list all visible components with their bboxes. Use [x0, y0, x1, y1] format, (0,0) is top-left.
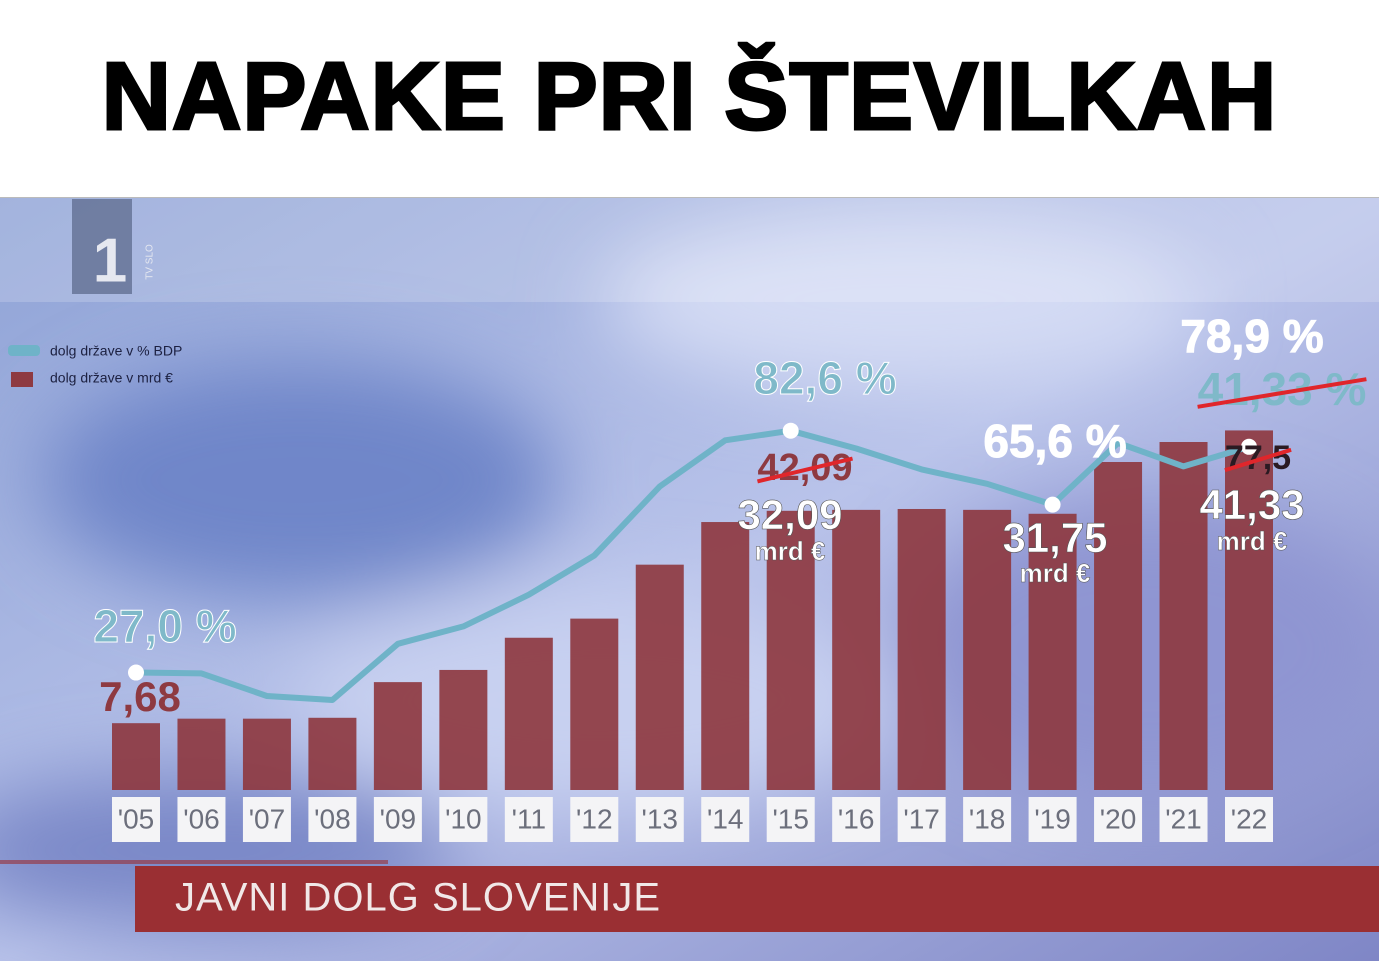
unit-label: mrd €: [1217, 526, 1288, 556]
channel-logo: 1: [93, 226, 127, 295]
x-tick-box: [504, 797, 553, 842]
x-tick-box: [308, 797, 357, 842]
percent-label: 82,6 %: [753, 352, 896, 404]
x-tick-box: [570, 797, 619, 842]
strike: [1224, 447, 1292, 473]
x-tick-label: '22: [1231, 803, 1268, 834]
unit-label: mrd €: [1020, 558, 1091, 588]
x-tick-box: [635, 797, 684, 842]
bar: [177, 718, 226, 790]
legend: dolg države v % BDP dolg države v mrd €: [8, 343, 182, 387]
x-tick-box: [439, 797, 488, 842]
value-label: 31,75: [1002, 514, 1107, 561]
legend-label: dolg države v mrd €: [50, 370, 173, 386]
bar: [701, 522, 750, 790]
x-tick-label: '08: [314, 803, 351, 834]
x-tick-label: '19: [1034, 803, 1071, 834]
x-tick-label: '14: [707, 803, 744, 834]
point: [128, 664, 144, 681]
x-tick-label: '12: [576, 803, 613, 834]
strike: [1197, 377, 1367, 409]
value-label: 32,09: [737, 491, 842, 538]
point: [1044, 496, 1061, 513]
point: [782, 422, 799, 439]
x-tick-label: '11: [512, 803, 546, 834]
x-tick-label: '05: [118, 803, 155, 834]
x-tick-box: [1159, 797, 1208, 842]
bar: [1028, 513, 1077, 790]
x-tick-box: [177, 797, 226, 842]
x-tick-label: '15: [772, 803, 809, 834]
x-tick-label: '16: [838, 803, 875, 834]
percent-label: 78,9 %: [1180, 310, 1323, 362]
value-label: 41,33: [1199, 481, 1304, 528]
bar: [1094, 462, 1143, 790]
percent-label: 65,6 %: [983, 415, 1126, 467]
bar: [570, 618, 619, 790]
x-tick-box: [832, 797, 881, 842]
banner-title: JAVNI DOLG SLOVENIJE: [175, 876, 661, 920]
line: [135, 427, 1250, 703]
x-tick-box: [963, 797, 1012, 842]
channel-name: TV SLO: [145, 244, 156, 280]
bar: [832, 509, 881, 790]
x-tick-box: [701, 797, 750, 842]
x-tick-label: '07: [249, 803, 286, 834]
point: [1241, 438, 1257, 455]
headline: NAPAKE PRI ŠTEVILKAH: [100, 42, 1278, 152]
percent-label: 27,0 %: [93, 600, 236, 652]
bar: [963, 509, 1012, 790]
legend-swatch: [8, 345, 40, 356]
x-tick-box: [112, 797, 160, 842]
x-tick-box: [242, 797, 291, 842]
bar: [242, 718, 291, 790]
x-tick-box: [1094, 797, 1143, 842]
struck-label: 41,33 %: [1198, 363, 1367, 415]
header: NAPAKE PRI ŠTEVILKAH: [0, 0, 1379, 198]
bar: [308, 717, 357, 790]
bar: [897, 508, 946, 790]
x-tick-label: '17: [903, 803, 940, 834]
x-tick-label: '10: [445, 803, 482, 834]
x-tick-label: '20: [1100, 803, 1137, 834]
bar: [112, 723, 160, 790]
x-tick-label: '18: [969, 803, 1006, 834]
chart: 1 TV SLO JAVNI DOLG SLOVENIJE dolg držav…: [0, 198, 1379, 961]
x-tick-box: [373, 797, 422, 842]
bar: [635, 564, 684, 790]
x-tick-label: '09: [380, 803, 417, 834]
x-tick-box: [897, 797, 946, 842]
bar: [504, 637, 553, 790]
bar: [1225, 430, 1273, 790]
bar: [766, 510, 815, 790]
x-tick-box: [766, 797, 815, 842]
bar: [439, 669, 488, 790]
bar: [1159, 442, 1208, 790]
x-tick-label: '21: [1165, 803, 1202, 834]
legend-swatch: [11, 372, 33, 387]
x-tick-label: '06: [183, 803, 220, 834]
strike: [756, 456, 854, 484]
x-tick-box: [1028, 797, 1077, 842]
legend-label: dolg države v % BDP: [50, 343, 182, 359]
bar: [373, 682, 422, 790]
x-tick-box: [1225, 797, 1273, 842]
value-label: 7,68: [99, 673, 181, 720]
unit-label: mrd €: [755, 536, 826, 566]
x-tick-label: '13: [642, 803, 679, 834]
